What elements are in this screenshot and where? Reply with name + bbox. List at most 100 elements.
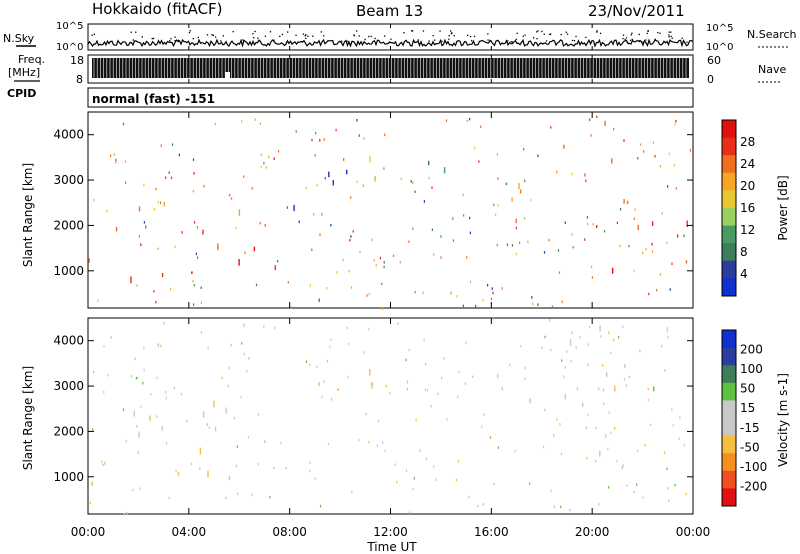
range-gate-cell (315, 131, 317, 135)
range-gate-cell (606, 372, 608, 377)
range-gate-cell (213, 400, 215, 408)
range-gate-cell (123, 513, 125, 516)
range-gate-cell (675, 187, 677, 190)
range-gate-cell (511, 244, 514, 247)
range-gate-cell (676, 234, 679, 238)
range-gate-cell (293, 204, 295, 212)
nsky-point (211, 34, 213, 36)
range-gate-cell (647, 398, 649, 402)
range-gate-cell (623, 199, 625, 204)
range-gate-cell (332, 180, 334, 186)
range-gate-cell (678, 437, 680, 440)
range-gate-cell (605, 433, 607, 438)
range-gate-cell (161, 426, 163, 431)
range-gate-cell (93, 370, 95, 374)
range-gate-cell (384, 133, 386, 137)
range-gate-cell (214, 426, 217, 432)
power-colorbar-label: Power [dB] (776, 175, 790, 240)
range-gate-cell (622, 325, 624, 329)
range-gate-cell (474, 146, 476, 150)
range-gate-cell (571, 233, 573, 236)
range-gate-cell (169, 287, 172, 291)
range-gate-cell (623, 139, 625, 142)
range-gate-cell (101, 460, 103, 463)
nsky-point (439, 30, 441, 32)
range-gate-cell (621, 466, 624, 470)
freq-trace (92, 58, 689, 78)
range-gate-cell (659, 165, 662, 168)
range-gate-cell (142, 381, 144, 385)
range-gate-cell (587, 363, 589, 367)
range-gate-cell (264, 224, 266, 227)
nsky-point (152, 37, 155, 39)
range-gate-cell (561, 300, 563, 304)
range-gate-cell (343, 158, 345, 161)
range-gate-cell (263, 325, 265, 328)
range-gate-cell (671, 262, 673, 265)
range-gate-cell (408, 511, 411, 514)
range-gate-cell (139, 487, 141, 490)
range-gate-cell (564, 393, 567, 400)
range-gate-cell (137, 376, 139, 379)
range-gate-cell (136, 284, 138, 287)
nsky-point (638, 33, 640, 36)
range-gate-cell (640, 143, 642, 146)
range-gate-cell (103, 461, 106, 465)
range-gate-cell (604, 230, 606, 233)
range-gate-cell (356, 180, 358, 184)
nsky-point (647, 30, 649, 32)
range-gate-cell (235, 464, 238, 468)
nsky-point (448, 38, 450, 40)
range-gate-cell (669, 288, 671, 291)
range-gate-cell (200, 331, 202, 334)
range-gate-cell (520, 345, 522, 348)
colorbar-segment (722, 190, 736, 209)
nsky-tick-top-left: 10^5 (56, 21, 83, 32)
nsky-point (585, 36, 587, 38)
nsky-point (130, 31, 132, 33)
range-gate-cell (579, 336, 581, 339)
range-gate-cell (564, 366, 566, 369)
nsky-point (654, 39, 657, 41)
nsky-point (302, 33, 305, 35)
range-gate-cell (165, 176, 167, 179)
range-gate-cell (158, 344, 160, 348)
range-gate-cell (603, 402, 605, 405)
range-gate-cell (241, 342, 243, 345)
range-gate-cell (608, 486, 610, 489)
range-gate-cell (524, 377, 526, 380)
range-gate-cell (481, 425, 483, 428)
nsky-point (453, 35, 455, 37)
range-gate-cell (103, 345, 105, 348)
range-gate-cell (102, 463, 104, 466)
colorbar-segment (722, 382, 736, 401)
nsky-point (323, 35, 325, 37)
range-gate-cell (193, 284, 195, 287)
nsky-point (411, 30, 414, 32)
range-gate-cell (122, 122, 125, 126)
range-gate-cell (237, 492, 239, 495)
range-gate-cell (431, 186, 433, 189)
colorbar-segment (722, 260, 736, 279)
range-gate-cell (88, 258, 90, 263)
range-gate-cell (613, 127, 615, 131)
range-gate-cell (251, 187, 253, 190)
range-gate-cell (363, 137, 365, 140)
range-gate-cell (392, 254, 395, 258)
colorbar-tick-label: 200 (740, 343, 763, 357)
range-gate-cell (264, 440, 266, 444)
range-gate-cell (483, 413, 485, 416)
colorbar-segment (722, 208, 736, 227)
range-gate-cell (156, 415, 158, 418)
range-gate-cell (373, 259, 375, 262)
range-gate-cell (379, 256, 382, 260)
nsky-point (254, 30, 256, 33)
range-gate-cell (558, 271, 561, 274)
range-gate-cell (659, 273, 661, 276)
range-gate-cell (428, 176, 430, 180)
range-gate-cell (125, 181, 127, 184)
range-gate-cell (637, 157, 639, 160)
x-tick-label: 08:00 (272, 525, 307, 539)
range-gate-cell (611, 158, 613, 164)
velocity-heatmap (89, 318, 687, 516)
